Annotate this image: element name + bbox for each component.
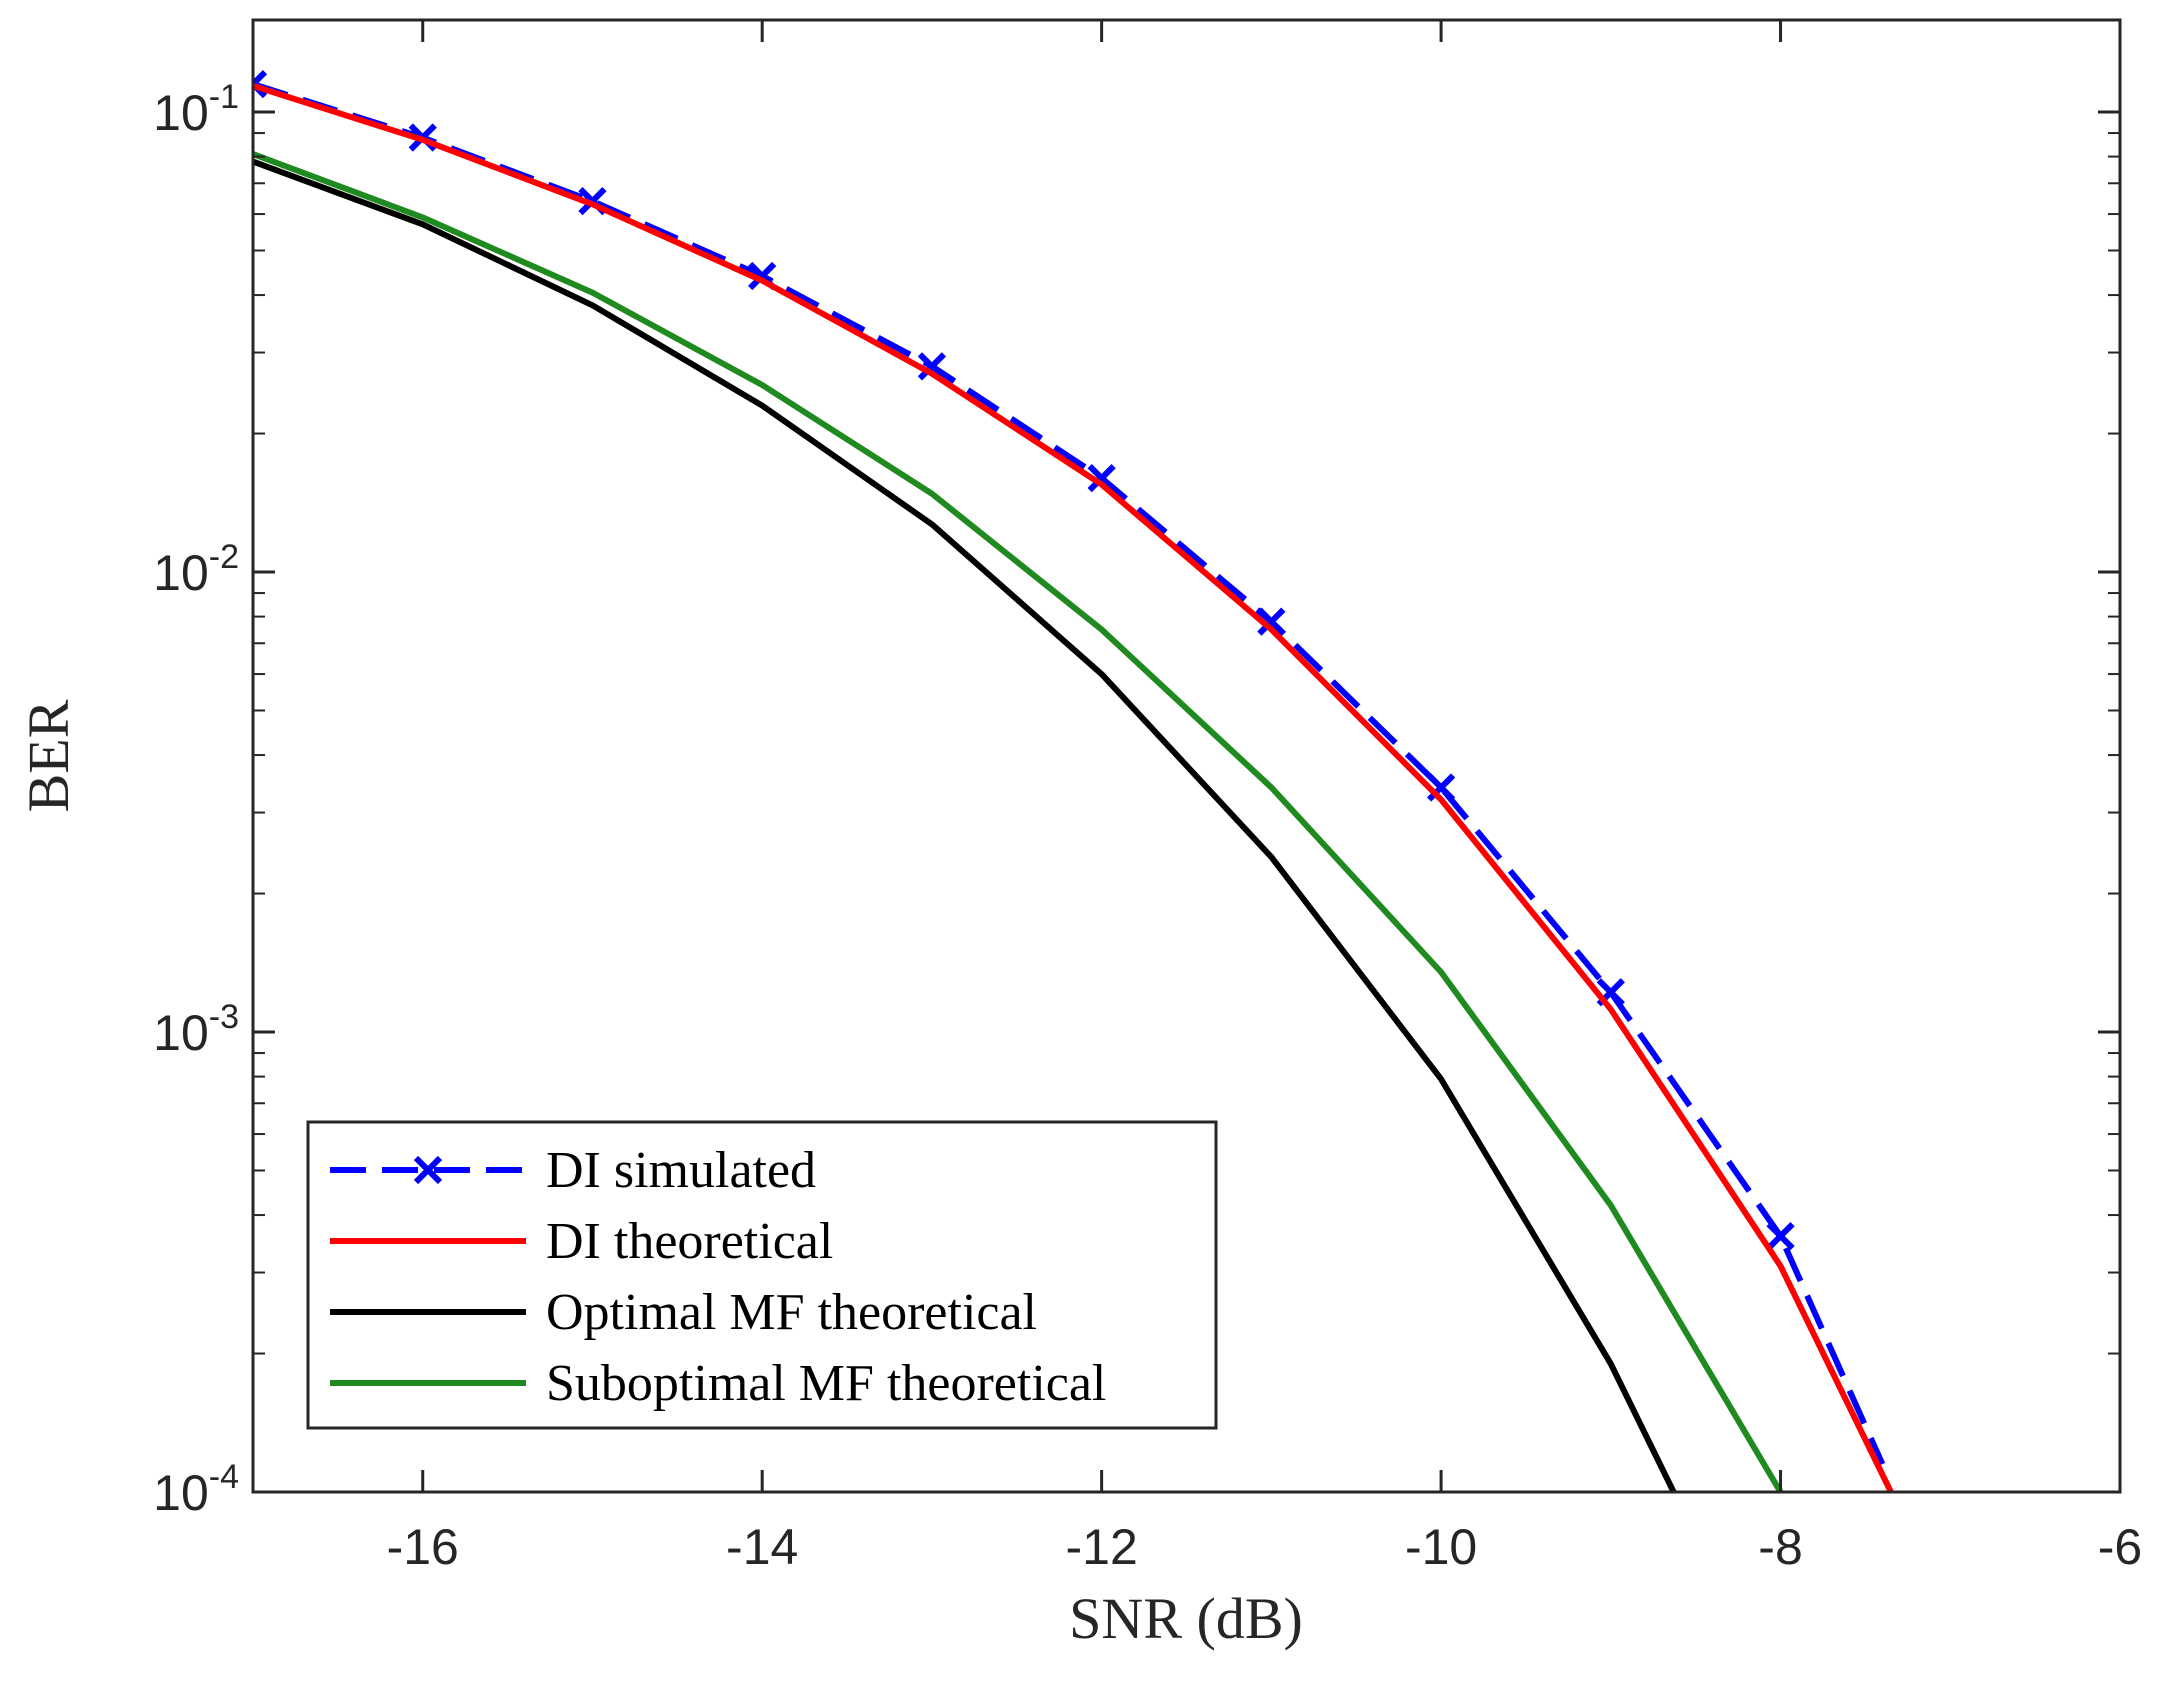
legend-marker-sample (413, 1155, 443, 1185)
x-tick-label: -16 (387, 1519, 459, 1575)
x-tick-label: -8 (1758, 1519, 1802, 1575)
y-axis-title: BER (16, 699, 81, 812)
legend-label: DI simulated (546, 1142, 816, 1199)
legend-entry: Optimal MF theoretical (330, 1284, 1037, 1341)
x-tick-label: -14 (726, 1519, 798, 1575)
data-point-marker (917, 352, 947, 381)
series-suboptimal-mf-theoretical (253, 151, 1784, 1492)
y-tick-label: 10-2 (153, 538, 239, 601)
x-tick-label: -6 (2098, 1519, 2142, 1575)
y-tick-label: 10-3 (153, 998, 239, 1061)
series-layer (253, 69, 1894, 1492)
x-tick-label: -10 (1405, 1519, 1477, 1575)
legend: DI simulated DI theoretical Optimal MF the… (306, 1120, 1218, 1430)
data-point-marker (1257, 607, 1286, 636)
legend-label: DI theoretical (546, 1213, 833, 1270)
series-di-theoretical (253, 82, 1894, 1492)
x-tick-label: -12 (1066, 1519, 1138, 1575)
legend-entry: DI theoretical (330, 1213, 833, 1270)
y-tick-label: 10-1 (153, 78, 239, 141)
series-line (253, 82, 1894, 1492)
data-point-marker (1087, 463, 1116, 493)
legend-entry: Suboptimal MF theoretical (330, 1355, 1106, 1412)
series-optimal-mf-theoretical (253, 158, 1677, 1492)
axes-layer: -16 -14 -12 -10 -8 -6 10-1 10-2 10-3 10-4 (153, 18, 2142, 1575)
series-line (253, 158, 1677, 1492)
series-line (253, 151, 1784, 1492)
data-point-marker (253, 69, 268, 99)
legend-label: Optimal MF theoretical (546, 1284, 1037, 1341)
legend-entry: DI simulated (330, 1142, 816, 1199)
legend-label: Suboptimal MF theoretical (546, 1355, 1106, 1412)
data-point-marker (1766, 1221, 1795, 1251)
x-axis-title: SNR (dB) (1069, 1586, 1303, 1651)
y-tick-label: 10-4 (153, 1458, 239, 1521)
